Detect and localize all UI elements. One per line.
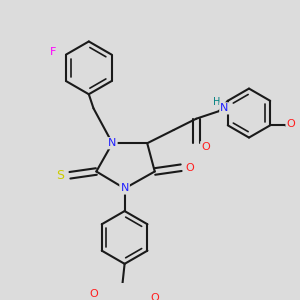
Text: N: N: [108, 138, 116, 148]
Text: O: O: [185, 163, 194, 173]
Text: O: O: [89, 289, 98, 299]
Text: N: N: [120, 184, 129, 194]
Text: O: O: [150, 293, 159, 300]
Text: O: O: [201, 142, 210, 152]
Text: N: N: [220, 103, 229, 113]
Text: S: S: [56, 169, 64, 182]
Text: F: F: [50, 47, 56, 57]
Text: O: O: [286, 119, 295, 129]
Text: H: H: [213, 97, 220, 107]
